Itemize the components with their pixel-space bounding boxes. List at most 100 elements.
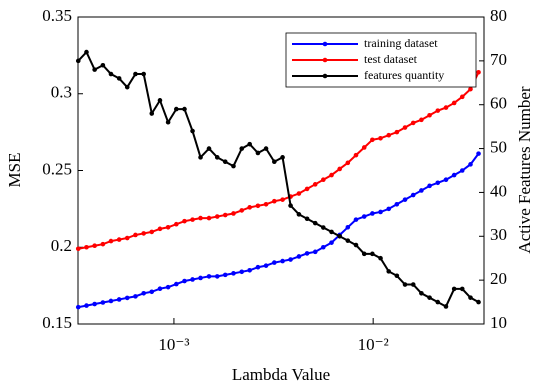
point (402, 197, 408, 202)
point (337, 166, 342, 172)
point (435, 108, 441, 113)
y2-tick-label: 60 (490, 94, 507, 113)
point (296, 254, 302, 259)
point (190, 277, 195, 282)
point (124, 235, 130, 241)
point (214, 274, 220, 279)
point (141, 71, 146, 77)
point (272, 159, 277, 165)
point (353, 152, 359, 158)
point (451, 172, 457, 178)
point (157, 98, 163, 103)
point (459, 94, 465, 100)
point (378, 255, 383, 261)
point (198, 155, 203, 160)
point (149, 229, 155, 235)
point (410, 282, 416, 287)
point (419, 117, 424, 123)
point (182, 106, 187, 112)
point (304, 186, 310, 192)
point (255, 150, 261, 156)
point (370, 211, 375, 216)
point (198, 215, 203, 221)
legend-marker (322, 57, 328, 63)
point (108, 71, 114, 77)
legend-marker (322, 73, 328, 79)
point (402, 282, 408, 287)
point (222, 212, 228, 218)
point (165, 224, 171, 230)
point (394, 273, 400, 279)
point (296, 212, 302, 217)
point (451, 286, 457, 292)
point (116, 237, 122, 242)
point (443, 177, 449, 183)
point (361, 214, 367, 219)
point (92, 243, 97, 249)
point (386, 269, 392, 274)
legend-label: test dataset (364, 52, 418, 66)
point (361, 145, 367, 150)
point (345, 160, 351, 166)
point (435, 180, 441, 186)
point (116, 76, 122, 81)
point (280, 197, 285, 202)
point (239, 269, 245, 275)
point (84, 244, 89, 250)
point (149, 289, 155, 295)
x-tick-label: 10⁻³ (158, 335, 189, 354)
point (402, 125, 408, 130)
point (124, 84, 130, 90)
point (198, 275, 203, 281)
point (427, 112, 432, 118)
point (92, 301, 97, 307)
point (419, 291, 424, 296)
point (370, 251, 375, 257)
point (157, 286, 163, 291)
point (394, 129, 400, 135)
point (263, 263, 269, 268)
point (378, 135, 383, 141)
point (100, 241, 106, 247)
point (370, 137, 375, 143)
point (214, 155, 220, 160)
y-tick-label: 0.25 (42, 159, 72, 178)
point (75, 246, 81, 252)
point (174, 281, 179, 287)
point (75, 304, 81, 310)
y2-tick-label: 80 (490, 6, 507, 25)
y2-axis-label: Active Features Number (515, 86, 534, 253)
y2-tick-label: 50 (490, 137, 507, 156)
point (304, 251, 310, 256)
point (312, 249, 318, 255)
point (141, 291, 146, 296)
point (443, 105, 449, 110)
point (337, 233, 342, 239)
point (361, 251, 367, 257)
point (231, 271, 236, 276)
point (476, 69, 481, 75)
point (451, 100, 457, 106)
point (459, 286, 465, 292)
point (272, 260, 277, 265)
point (247, 205, 252, 210)
y2-tick-label: 30 (490, 225, 507, 244)
point (92, 67, 97, 72)
y2-tick-label: 10 (490, 313, 507, 332)
legend-label: features quantity (364, 68, 444, 82)
point (345, 224, 351, 230)
point (386, 132, 392, 138)
point (190, 128, 195, 134)
series-line (77, 50, 480, 308)
point (255, 264, 261, 270)
point (100, 62, 106, 68)
point (190, 217, 195, 222)
y-tick-label: 0.3 (51, 83, 72, 102)
point (100, 300, 106, 305)
point (296, 191, 302, 196)
point (468, 162, 473, 167)
point (476, 151, 481, 156)
point (321, 244, 326, 250)
point (272, 198, 277, 204)
point (247, 267, 252, 273)
